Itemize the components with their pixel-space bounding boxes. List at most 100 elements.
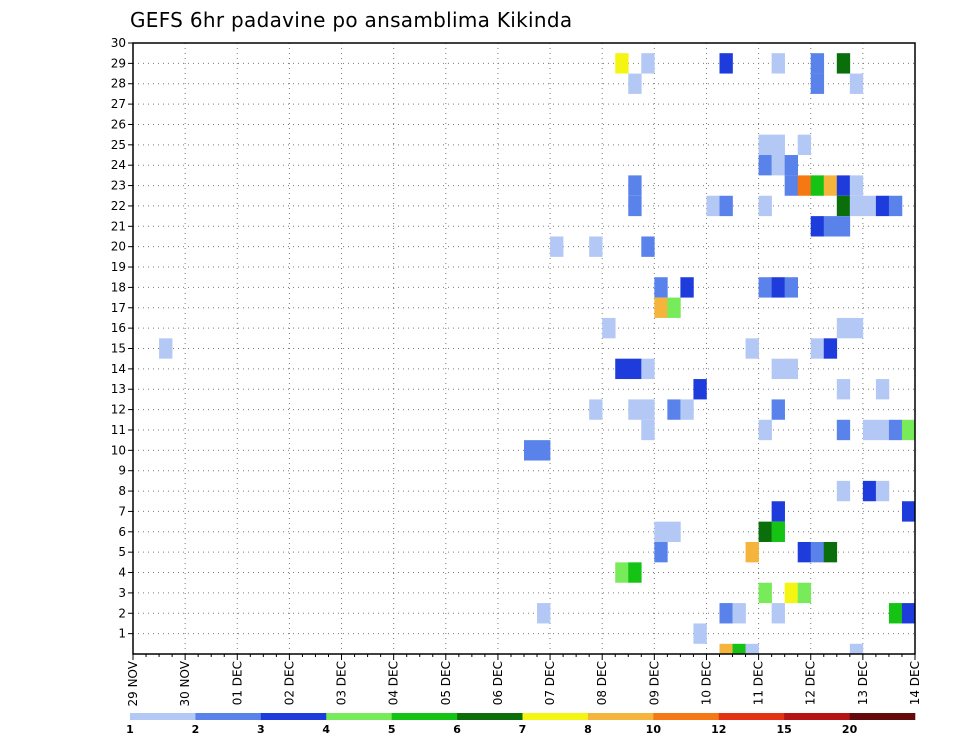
x-tick-label: 29 NOV <box>126 660 140 706</box>
precipitation-cell <box>771 358 785 380</box>
x-axis: 29 NOV 30 NOV 01 DEC 02 DEC 03 DEC 04 DEC 05 D… <box>126 654 922 707</box>
precipitation-cell <box>823 541 838 563</box>
precipitation-cell <box>836 379 851 400</box>
y-tick-label: 16 <box>111 321 126 335</box>
precipitation-cell <box>810 175 825 196</box>
y-tick-label: 17 <box>111 301 126 315</box>
precipitation-cell <box>888 195 903 217</box>
precipitation-cell <box>771 603 785 624</box>
legend-color-swatch <box>260 713 327 720</box>
precipitation-cell <box>862 480 877 502</box>
y-tick-label: 5 <box>118 545 126 559</box>
y-tick-label: 14 <box>111 362 126 376</box>
precipitation-cell <box>654 277 668 298</box>
precipitation-cell <box>862 195 877 217</box>
precipitation-cell <box>836 480 851 502</box>
legend-label: 3 <box>257 723 265 736</box>
precipitation-cell <box>524 440 538 461</box>
precipitation-cell <box>628 562 642 583</box>
x-tick-label: 14 DEC <box>908 661 922 705</box>
x-tick-label: 03 DEC <box>335 661 349 705</box>
precipitation-cell <box>836 419 851 441</box>
precipitation-cell <box>797 134 812 156</box>
precipitation-cell <box>550 236 564 257</box>
precipitation-cell <box>745 643 759 654</box>
x-tick-label: 11 DEC <box>752 661 766 705</box>
precipitation-cell <box>667 297 681 318</box>
precipitation-cell <box>758 195 772 217</box>
legend-label: 15 <box>777 723 792 736</box>
precipitation-cell <box>836 216 851 237</box>
precipitation-cell <box>680 399 694 420</box>
legend-color-swatch <box>130 713 196 720</box>
precipitation-cell <box>680 277 694 298</box>
precipitation-cell <box>836 195 851 217</box>
precipitation-cell <box>771 277 785 298</box>
precipitation-cell <box>602 317 616 339</box>
legend-color-swatch <box>326 713 392 720</box>
x-tick-label: 09 DEC <box>647 661 661 705</box>
precipitation-cell <box>758 277 772 298</box>
precipitation-cell <box>875 480 890 502</box>
precipitation-cell <box>849 317 864 339</box>
precipitation-cell <box>159 338 173 359</box>
precipitation-cell <box>732 643 746 654</box>
precipitation-cell <box>641 399 655 420</box>
precipitation-cell <box>797 541 812 563</box>
precipitation-cell <box>537 440 551 461</box>
precipitation-cell <box>810 216 825 237</box>
y-tick-label: 8 <box>118 484 126 498</box>
precipitation-cell <box>771 53 785 74</box>
legend-label: 1 <box>126 723 134 736</box>
precipitation-cell <box>875 379 890 400</box>
precipitation-cell <box>823 338 838 359</box>
legend-label: 4 <box>322 723 330 736</box>
precipitation-cell <box>810 53 825 74</box>
precipitation-cell <box>823 216 838 237</box>
y-tick-label: 15 <box>111 342 126 356</box>
precipitation-cell <box>758 521 772 542</box>
y-tick-label: 26 <box>111 117 126 131</box>
precipitation-cell <box>771 134 785 156</box>
precipitation-cell <box>615 53 629 74</box>
x-tick-label: 08 DEC <box>595 661 609 705</box>
y-tick-label: 29 <box>111 56 126 70</box>
y-tick-label: 3 <box>118 586 126 600</box>
legend-color-swatch <box>653 713 720 720</box>
precipitation-cell <box>823 175 838 196</box>
precipitation-cell <box>901 419 916 441</box>
y-tick-label: 9 <box>118 464 126 478</box>
precipitation-cell <box>693 623 707 644</box>
y-tick-label: 22 <box>111 199 126 213</box>
x-tick-label: 06 DEC <box>491 661 505 705</box>
precipitation-cell <box>875 195 890 217</box>
x-tick-label: 01 DEC <box>230 661 244 705</box>
precipitation-cell <box>732 603 746 624</box>
y-tick-label: 13 <box>111 382 126 396</box>
x-tick-label: 02 DEC <box>282 661 296 705</box>
precipitation-cell <box>537 603 551 624</box>
precipitation-cell <box>771 399 785 420</box>
y-tick-label: 6 <box>118 525 126 539</box>
precipitation-cell <box>810 73 825 94</box>
color-legend: 1 2 3 4 5 6 7 8 10 12 15 20 <box>126 713 916 736</box>
legend-label: 8 <box>584 723 592 736</box>
precipitation-cell <box>836 175 851 196</box>
y-tick-label: 28 <box>111 77 126 91</box>
precipitation-cell <box>719 603 733 624</box>
y-tick-label: 30 <box>111 36 126 50</box>
precipitation-cell <box>745 541 759 563</box>
x-tick-label: 12 DEC <box>804 661 818 705</box>
y-tick-label: 19 <box>111 260 126 274</box>
precipitation-cell <box>667 399 681 420</box>
legend-color-swatch <box>457 713 523 720</box>
precipitation-cell <box>654 297 668 318</box>
precipitation-cell <box>901 501 916 522</box>
legend-label: 6 <box>453 723 461 736</box>
x-tick-label: 07 DEC <box>543 661 557 705</box>
y-tick-label: 21 <box>111 219 126 233</box>
precipitation-cell <box>810 541 825 563</box>
y-tick-label: 12 <box>111 403 126 417</box>
precipitation-cell <box>641 53 655 74</box>
